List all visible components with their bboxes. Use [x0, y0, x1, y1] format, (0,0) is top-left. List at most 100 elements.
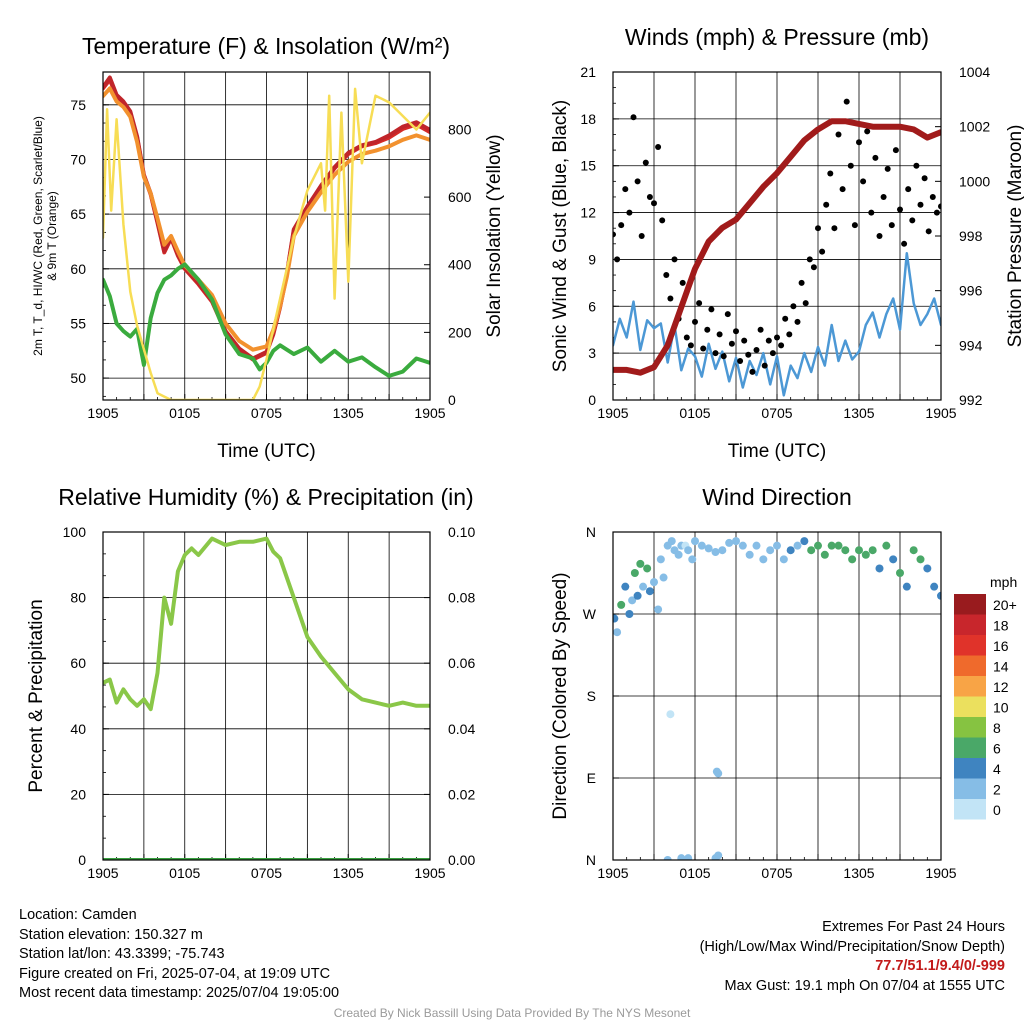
direction-point	[902, 582, 911, 591]
direction-point	[759, 555, 768, 564]
y2-tick-label: 200	[448, 324, 472, 340]
direction-point	[766, 546, 775, 555]
direction-point	[745, 550, 754, 559]
colorbar-label: 18	[993, 618, 1009, 634]
y-axis-label: Percent & Precipitation	[26, 599, 47, 792]
direction-point	[820, 550, 829, 559]
gust-point	[847, 162, 854, 169]
direction-point	[930, 582, 939, 591]
gust-point	[679, 279, 686, 286]
colorbar-swatch	[954, 778, 986, 799]
y-axis-label-line-2: & 9m T (Orange)	[45, 191, 59, 281]
gust-point	[753, 347, 760, 354]
direction-point	[667, 537, 676, 546]
y-tick-label: 18	[580, 111, 596, 127]
x-tick-label: 1305	[333, 405, 364, 421]
gust-point	[909, 217, 916, 224]
x-tick-label: 0105	[169, 405, 200, 421]
station-pressure-line	[613, 118, 941, 376]
x-tick-label: 1905	[925, 865, 956, 881]
latlon-text: Station lat/lon: 43.3399; -75.743	[19, 946, 225, 963]
gust-point	[712, 350, 719, 357]
extremes-info: Extremes For Past 24 Hours (High/Low/Max…	[700, 918, 1005, 996]
colorbar-label: 8	[993, 720, 1001, 736]
x-tick-label: 0105	[169, 865, 200, 881]
y-tick-label: 40	[70, 721, 86, 737]
direction-point	[814, 541, 822, 550]
gust-point	[651, 200, 657, 207]
gust-point	[786, 331, 793, 338]
gust-point	[769, 350, 776, 357]
y-tick-label: 70	[70, 151, 86, 167]
colorbar-swatch	[954, 614, 986, 635]
y-tick-label: S	[587, 688, 596, 704]
direction-point	[659, 573, 668, 582]
gust-point	[888, 222, 895, 229]
gust-point	[794, 318, 801, 325]
x-tick-label: 1905	[925, 405, 956, 421]
direction-point	[725, 538, 734, 547]
x-axis-label: Time (UTC)	[728, 441, 827, 462]
colorbar-swatch	[954, 655, 986, 676]
gust-point	[638, 233, 645, 239]
gust-point	[630, 114, 637, 121]
gust-point	[880, 193, 887, 200]
station-info: Location: Camden Station elevation: 150.…	[19, 906, 339, 1004]
x-tick-label: 1905	[87, 405, 118, 421]
y-tick-label: 21	[580, 64, 596, 80]
direction-point	[691, 537, 699, 546]
data-layer	[613, 537, 941, 860]
y-tick-label: 3	[588, 345, 596, 361]
gust-point	[778, 342, 785, 349]
y2-tick-label: 0.06	[448, 655, 475, 671]
gust-point	[733, 328, 739, 335]
y2-tick-label: 998	[959, 228, 983, 244]
direction-point	[643, 564, 652, 573]
credit-text: Created By Nick Bassill Using Data Provi…	[333, 1006, 691, 1020]
x-tick-label: 0105	[679, 865, 710, 881]
x-tick-label: 0705	[251, 405, 282, 421]
direction-point	[841, 546, 850, 555]
direction-point	[889, 555, 898, 564]
gust-point	[700, 345, 707, 352]
colorbar-swatch	[954, 737, 986, 758]
y-tick-label: 0	[588, 392, 596, 408]
colorbar-swatch	[954, 635, 986, 656]
relative-humidity-line	[103, 536, 430, 712]
plot-frame	[612, 531, 942, 861]
direction-point	[923, 564, 932, 573]
y2-tick-label: 1002	[959, 119, 990, 135]
chart-temperature: 1905 0105 0705 1305 1905 Temperature (F) & In…	[31, 33, 505, 462]
gust-point	[831, 225, 838, 232]
chart-title: Relative Humidity (%) & Precipitation (i…	[58, 484, 473, 510]
gust-point	[839, 186, 846, 193]
direction-point	[868, 546, 877, 555]
gust-point	[618, 222, 625, 229]
direction-point	[875, 564, 884, 573]
direction-point	[793, 541, 802, 550]
data-layer	[613, 98, 941, 397]
x-tick-label: 0705	[251, 865, 282, 881]
direction-point	[773, 541, 781, 550]
direction-point	[654, 605, 663, 614]
direction-point	[732, 537, 740, 546]
y-tick-label: 100	[63, 524, 87, 540]
colorbar-swatch	[954, 758, 986, 779]
colorbar-label: 16	[993, 638, 1009, 654]
data-layer	[103, 75, 430, 400]
colorbar-label: 0	[993, 802, 1001, 818]
y2-tick-label: 0.00	[448, 852, 475, 868]
direction-point	[684, 546, 693, 555]
gust-point	[716, 331, 723, 338]
elevation-text: Station elevation: 150.327 m	[19, 926, 203, 943]
direction-point	[714, 769, 723, 778]
extremes-values: 77.7/51.1/9.4/0/-999	[875, 958, 1005, 975]
y2-tick-label: 1000	[959, 173, 990, 189]
gust-point	[917, 201, 924, 208]
y-tick-label: 15	[580, 158, 596, 174]
y-tick-label: 60	[70, 261, 86, 277]
y2-tick-label: 800	[448, 121, 472, 137]
y-axis-label: Sonic Wind & Gust (Blue, Black)	[550, 100, 571, 372]
gust-point	[708, 306, 715, 313]
